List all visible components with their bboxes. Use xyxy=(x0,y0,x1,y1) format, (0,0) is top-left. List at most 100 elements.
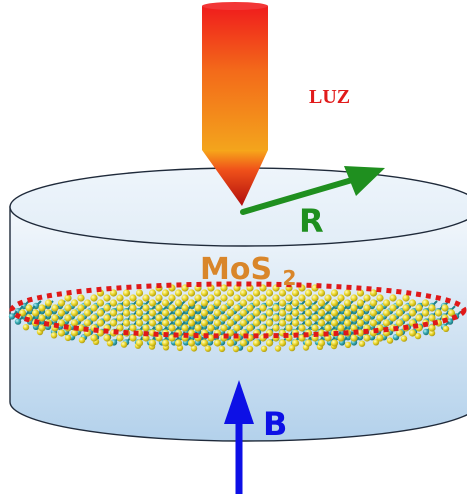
sulfur-atom xyxy=(207,334,215,342)
sulfur-atom xyxy=(106,340,114,347)
sulfur-atom xyxy=(291,299,300,307)
sulfur-atom xyxy=(168,314,176,322)
sulfur-atom xyxy=(187,319,196,327)
sulfur-atom xyxy=(382,299,391,307)
molybdenum-atom xyxy=(8,313,16,320)
sulfur-atom xyxy=(317,289,326,297)
sulfur-atom xyxy=(122,309,131,317)
sulfur-atom xyxy=(50,332,58,339)
sulfur-atom xyxy=(174,309,183,317)
sulfur-atom xyxy=(70,319,79,327)
sulfur-atom xyxy=(161,319,170,327)
sulfur-atom xyxy=(324,304,332,312)
sulfur-atom xyxy=(213,289,222,297)
sulfur-atom xyxy=(363,314,371,322)
sulfur-atom xyxy=(194,294,202,302)
sulfur-atom xyxy=(220,284,228,292)
sulfur-atom xyxy=(317,329,326,337)
sulfur-atom xyxy=(382,319,391,327)
sulfur-atom xyxy=(265,309,274,317)
sulfur-atom xyxy=(116,334,124,342)
sulfur-atom xyxy=(57,299,66,307)
sulfur-atom xyxy=(83,299,92,307)
sulfur-atom xyxy=(38,314,46,322)
sulfur-atom xyxy=(181,284,189,292)
sulfur-atom xyxy=(200,299,209,307)
sulfur-atom xyxy=(142,324,150,332)
sulfur-atom xyxy=(57,329,66,337)
sulfur-atom xyxy=(421,309,430,317)
radius-label: R xyxy=(299,202,324,240)
sulfur-atom xyxy=(38,304,46,312)
sulfur-atom xyxy=(324,324,332,332)
sulfur-atom xyxy=(304,339,313,347)
sulfur-atom xyxy=(369,309,378,317)
sulfur-atom xyxy=(324,294,332,302)
sulfur-atom xyxy=(168,324,176,332)
sulfur-atom xyxy=(343,289,352,297)
sulfur-atom xyxy=(408,299,417,307)
sulfur-atom xyxy=(285,294,293,302)
sulfur-atom xyxy=(194,304,202,312)
sulfur-atom xyxy=(311,314,319,322)
sulfur-atom xyxy=(304,319,313,327)
molybdenum-atom xyxy=(14,318,22,325)
sulfur-atom xyxy=(200,339,209,347)
sulfur-atom xyxy=(447,309,456,317)
sulfur-atom xyxy=(168,294,176,302)
material-subscript: 2 xyxy=(283,266,297,290)
sulfur-atom xyxy=(356,309,365,317)
sulfur-atom xyxy=(155,324,163,332)
sulfur-atom xyxy=(168,304,176,312)
sulfur-atom xyxy=(194,314,202,322)
sulfur-atom xyxy=(220,314,228,322)
sulfur-atom xyxy=(109,319,118,327)
sulfur-atom xyxy=(288,344,296,352)
sulfur-atom xyxy=(343,319,352,327)
sulfur-atom xyxy=(116,304,124,312)
sulfur-atom xyxy=(213,319,222,327)
sulfur-atom xyxy=(363,294,371,302)
sulfur-atom xyxy=(246,294,254,302)
sulfur-atom xyxy=(233,324,241,332)
sulfur-atom xyxy=(187,329,196,337)
sulfur-atom xyxy=(207,314,215,322)
sulfur-atom xyxy=(265,319,274,327)
light-beam-icon xyxy=(202,2,268,206)
sulfur-atom xyxy=(161,299,170,307)
sulfur-atom xyxy=(232,345,240,353)
sulfur-atom xyxy=(350,334,358,342)
sulfur-atom xyxy=(317,299,326,307)
sulfur-atom xyxy=(246,334,254,342)
sulfur-atom xyxy=(265,339,274,347)
sulfur-atom xyxy=(311,304,319,312)
sulfur-atom xyxy=(265,289,274,297)
sulfur-atom xyxy=(148,309,157,317)
material-label: MoS 2 xyxy=(200,252,296,290)
sulfur-atom xyxy=(51,304,59,312)
sulfur-atom xyxy=(77,324,85,332)
sulfur-atom xyxy=(103,304,111,312)
sulfur-atom xyxy=(291,289,300,297)
sulfur-atom xyxy=(109,309,118,317)
sulfur-atom xyxy=(317,309,326,317)
sulfur-atom xyxy=(239,299,248,307)
sulfur-atom xyxy=(96,309,105,317)
sulfur-atom xyxy=(148,299,157,307)
sulfur-atom xyxy=(252,299,261,307)
sulfur-atom xyxy=(187,339,196,347)
sulfur-atom xyxy=(190,345,198,352)
sulfur-atom xyxy=(181,294,189,302)
field-label: B xyxy=(263,405,287,443)
sulfur-atom xyxy=(278,319,287,327)
sulfur-atom xyxy=(194,324,202,332)
sulfur-atom xyxy=(246,304,254,312)
sulfur-atom xyxy=(233,294,241,302)
sulfur-atom xyxy=(441,304,449,312)
sulfur-atom xyxy=(259,294,267,302)
sulfur-atom xyxy=(109,299,118,307)
sulfur-atom xyxy=(358,340,366,347)
sulfur-atom xyxy=(330,299,339,307)
sulfur-atom xyxy=(246,324,254,332)
sulfur-atom xyxy=(207,304,215,312)
